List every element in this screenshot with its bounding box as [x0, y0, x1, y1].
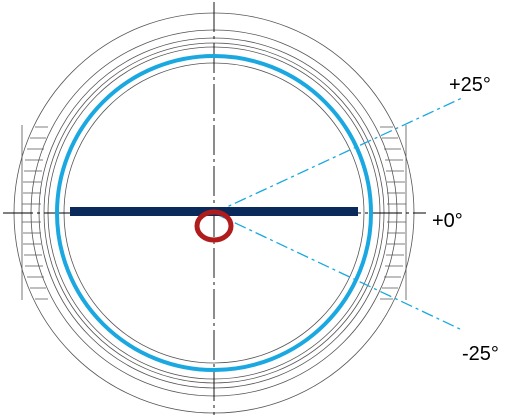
label-minus25: -25° — [462, 343, 499, 365]
pivot-ring — [194, 209, 234, 243]
grip-right — [380, 125, 407, 300]
label-zero: +0° — [432, 210, 463, 232]
grip-left — [21, 125, 48, 300]
label-plus25: +25° — [449, 74, 491, 96]
blue-ring — [55, 54, 373, 372]
